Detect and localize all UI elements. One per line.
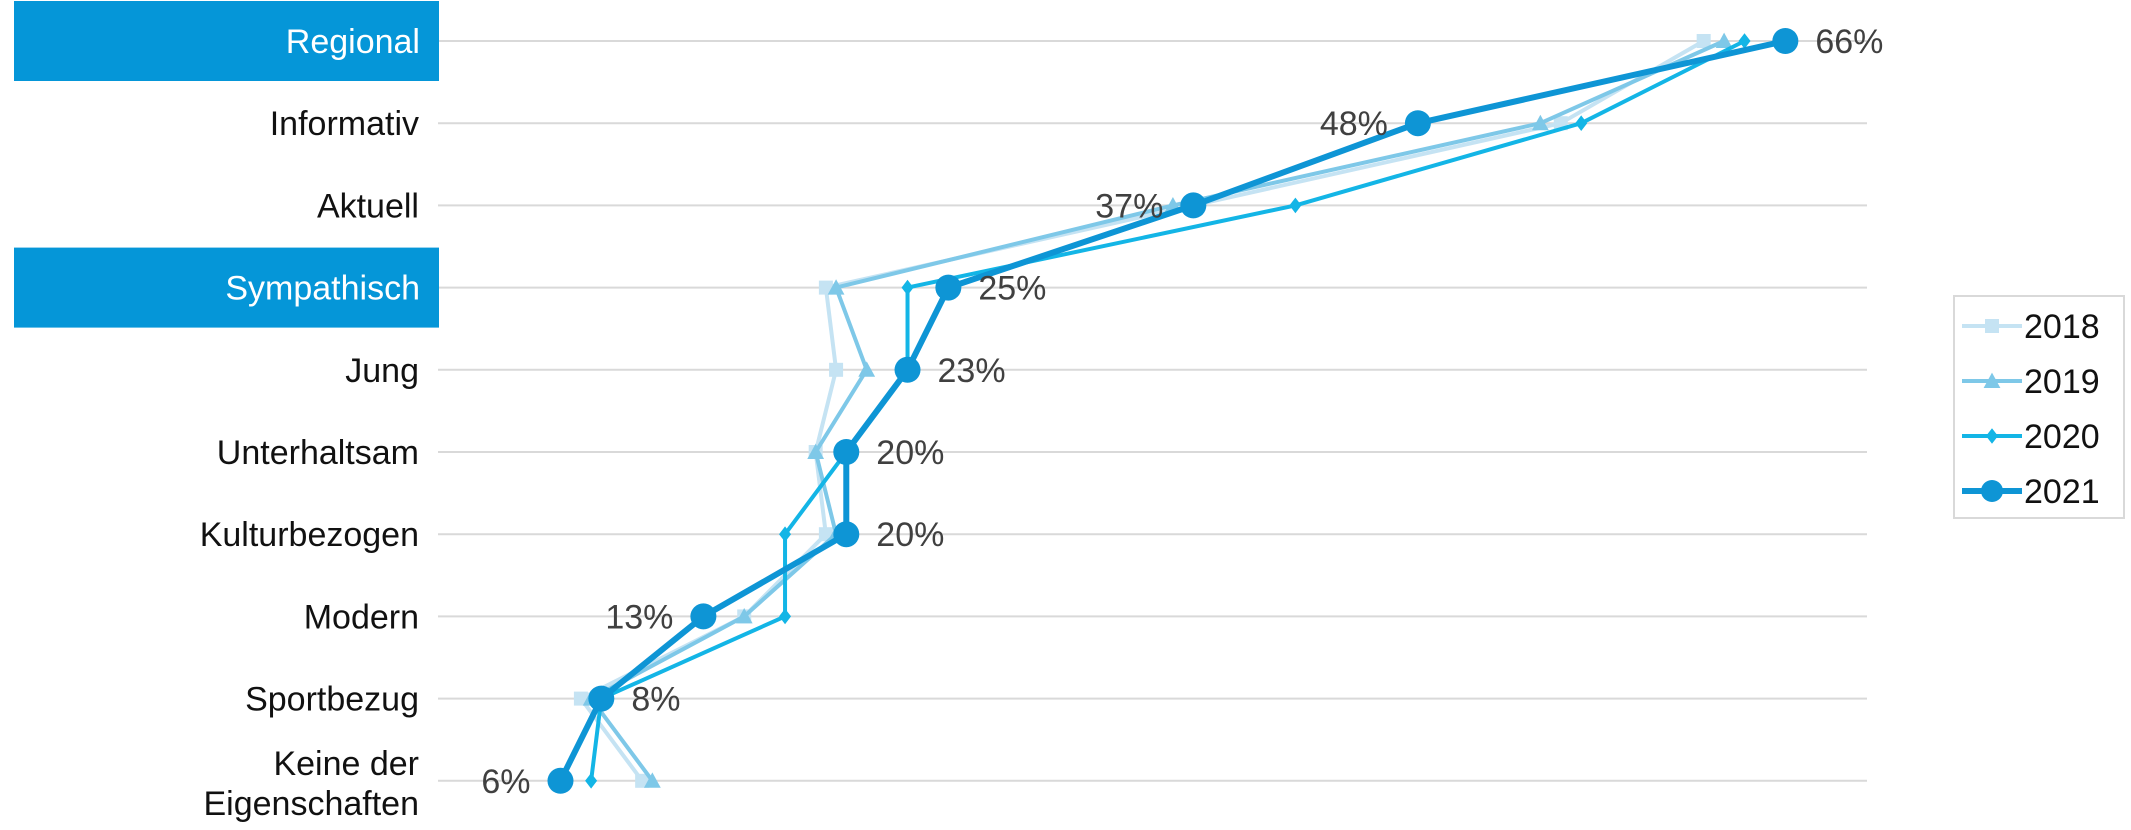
point-2021-aktuell: [1180, 192, 1207, 219]
legend-label-2020: 2020: [2024, 418, 2100, 456]
category-highlight-sympathisch: [14, 247, 439, 328]
data-label-sportbezug: 8%: [631, 681, 680, 719]
series-line-2018: [578, 39, 1705, 782]
series-2018: [573, 34, 1711, 788]
category-label-kulturbezogen: Kulturbezogen: [200, 516, 419, 554]
point-2021-regional: [1772, 28, 1799, 54]
point-2018-sportbezug: [573, 691, 588, 706]
series-line-2020: [589, 39, 1746, 782]
category-label-sympathisch: Sympathisch: [225, 270, 420, 308]
point-2018-jung: [829, 362, 844, 377]
data-label-regional: 66%: [1815, 23, 1883, 61]
point-2019-modern: [735, 608, 753, 624]
point-2020-regional: [1738, 33, 1751, 49]
data-label-modern: 13%: [605, 598, 673, 636]
point-2021-unterhaltsam: [833, 439, 860, 465]
point-2020-sympathisch: [901, 279, 914, 296]
category-label-keine-der-eigenschaften: Keine der Eigenschaften: [204, 745, 420, 823]
data-label-aktuell: 37%: [1095, 187, 1163, 225]
point-2018-sympathisch: [818, 280, 833, 295]
gridlines: [438, 40, 1867, 782]
legend: 2018 2019 2020 2021: [1953, 295, 2125, 519]
category-label-unterhaltsam: Unterhaltsam: [217, 434, 419, 472]
category-label-line: Eigenschaften: [204, 785, 420, 823]
category-highlights: [14, 1, 439, 328]
point-2018-regional: [1696, 34, 1711, 48]
series-2021: [547, 28, 1799, 794]
point-2021-kulturbezogen: [833, 521, 860, 548]
point-2019-keine-der-eigenschaften: [643, 772, 661, 788]
point-2019-jung: [858, 361, 876, 377]
legend-marker-2020: [1986, 428, 1998, 444]
point-2021-sympathisch: [935, 274, 962, 301]
data-label-sympathisch: 25%: [978, 270, 1046, 308]
legend-item-2020: 2020: [1962, 418, 2100, 456]
legend-label-2019: 2019: [2024, 363, 2100, 401]
point-2021-modern: [690, 603, 717, 630]
legend-item-2021: 2021: [1962, 473, 2100, 511]
series-line-2021: [557, 38, 1786, 783]
point-2020-informativ: [1575, 115, 1588, 131]
series-line-2019: [589, 39, 1725, 782]
point-2021-jung: [894, 356, 921, 383]
legend-item-2019: 2019: [1962, 363, 2100, 401]
data-label-kulturbezogen: 20%: [876, 516, 944, 554]
series-lines: [547, 28, 1799, 794]
data-label-unterhaltsam: 20%: [876, 434, 944, 472]
series-2019: [582, 32, 1733, 788]
data-label-keine-der-eigenschaften: 6%: [481, 763, 530, 801]
point-2019-regional: [1715, 32, 1733, 48]
data-label-informativ: 48%: [1320, 105, 1388, 143]
legend-marker-2021: [1981, 480, 2003, 502]
category-label-aktuell: Aktuell: [317, 187, 419, 225]
series-2020: [585, 33, 1751, 789]
point-2019-informativ: [1531, 114, 1549, 131]
category-label-sportbezug: Sportbezug: [245, 681, 419, 719]
category-label-line: Keine der: [273, 745, 419, 783]
category-label-informativ: Informativ: [270, 105, 419, 143]
category-label-regional: Regional: [286, 23, 420, 61]
legend-marker-2019: [1983, 372, 2001, 388]
point-2021-informativ: [1404, 110, 1431, 137]
category-label-modern: Modern: [304, 598, 419, 636]
category-label-jung: Jung: [345, 352, 419, 390]
category-highlight-regional: [14, 1, 439, 81]
point-2020-modern: [779, 608, 792, 625]
legend-marker-2018: [1985, 319, 1999, 333]
legend-label-2021: 2021: [2024, 473, 2100, 511]
legend-box: [1953, 295, 2125, 519]
point-2019-sympathisch: [827, 279, 845, 295]
data-labels: 66% 48% 37% 25% 23% 20% 20% 13% 8% 6%: [481, 23, 1883, 801]
point-2018-keine-der-eigenschaften: [635, 773, 650, 788]
legend-item-2018: 2018: [1962, 308, 2100, 346]
legend-label-2018: 2018: [2024, 308, 2100, 346]
point-2021-keine-der-eigenschaften: [547, 767, 574, 794]
point-2020-keine-der-eigenschaften: [585, 773, 598, 789]
point-2020-aktuell: [1289, 197, 1302, 214]
data-label-jung: 23%: [938, 352, 1006, 390]
point-2019-unterhaltsam: [807, 443, 825, 459]
point-2020-kulturbezogen: [779, 526, 792, 542]
category-labels: Regional Informativ Aktuell Sympathisch Jung…: [200, 23, 420, 823]
point-2021-sportbezug: [588, 685, 615, 712]
